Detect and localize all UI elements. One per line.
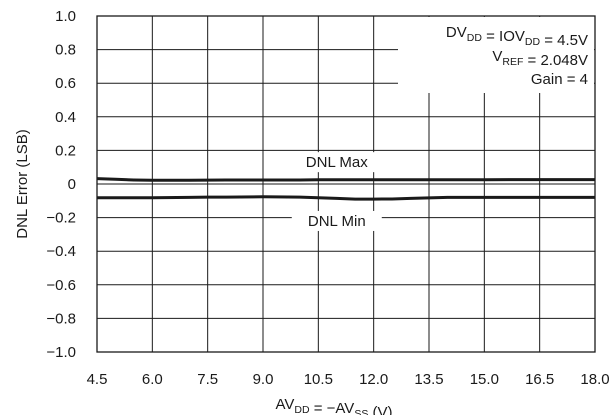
y-tick-label: 0.2 <box>55 142 76 159</box>
annotation-line: Gain = 4 <box>531 71 588 88</box>
x-tick-labels: 4.5 6.0 7.5 9.0 10.5 12.0 13.5 15.0 16.5 18.0 <box>87 371 610 388</box>
y-tick-label: −0.4 <box>46 243 76 260</box>
series-label: DNL Min <box>308 213 366 230</box>
y-tick-label: 1.0 <box>55 8 76 25</box>
x-tick-label: 16.5 <box>525 371 554 388</box>
annotation-line: DVDD = IOVDD = 4.5V <box>446 24 588 49</box>
series-lines <box>96 177 595 201</box>
y-tick-labels: 1.0 0.8 0.6 0.4 0.2 0 −0.2 −0.4 −0.6 −0.8 −1.0 <box>46 8 76 361</box>
y-tick-label: −0.2 <box>46 210 76 227</box>
x-axis-label: AVDD = −AVSS (V) <box>275 396 392 415</box>
series-line-dnl-min <box>97 195 595 201</box>
series-label-backdrop <box>291 152 382 173</box>
y-tick-label: −0.8 <box>46 310 76 327</box>
x-tick-label: 6.0 <box>142 371 163 388</box>
plot-frame <box>96 15 596 353</box>
series-line-dnl-max <box>96 177 595 182</box>
y-tick-label: 0.6 <box>55 75 76 92</box>
x-tick-label: 10.5 <box>304 371 333 388</box>
series-label: DNL Max <box>306 154 368 171</box>
x-tick-label: 13.5 <box>414 371 443 388</box>
y-tick-label: 0.4 <box>55 109 76 126</box>
annotation-backdrop <box>398 17 594 93</box>
y-tick-label: 0.8 <box>55 42 76 59</box>
y-tick-label: 0 <box>68 176 76 193</box>
y-axis-label: DNL Error (LSB) <box>14 129 31 238</box>
x-tick-label: 4.5 <box>87 371 108 388</box>
series-label-backdrop <box>291 210 382 231</box>
x-tick-label: 18.0 <box>580 371 609 388</box>
series-labels: DNL Max DNL Min <box>291 152 382 231</box>
y-tick-label: −0.6 <box>46 277 76 294</box>
x-tick-label: 7.5 <box>197 371 218 388</box>
x-tick-label: 9.0 <box>253 371 274 388</box>
x-tick-label: 12.0 <box>359 371 388 388</box>
x-tick-label: 15.0 <box>470 371 499 388</box>
y-tick-label: −1.0 <box>46 344 76 361</box>
annotation-line: VREF = 2.048V <box>492 48 588 69</box>
